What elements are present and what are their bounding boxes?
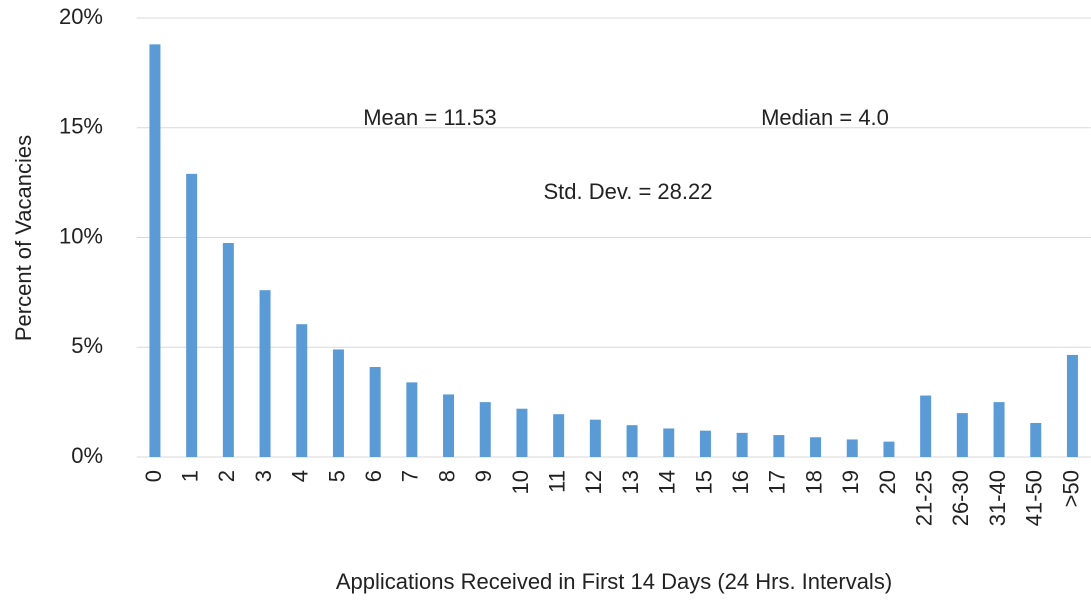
bar — [369, 367, 381, 457]
bar — [149, 44, 161, 458]
x-tick-label: 16 — [728, 470, 753, 494]
x-tick-label: 26-30 — [948, 470, 973, 526]
x-tick-label: 19 — [838, 470, 863, 494]
bar — [296, 324, 308, 457]
x-tick-label: 12 — [581, 470, 606, 494]
bar — [222, 242, 234, 457]
bar — [626, 425, 638, 457]
x-tick-label: 21-25 — [911, 470, 936, 526]
bar — [773, 435, 785, 457]
bar — [259, 290, 271, 457]
bar — [479, 402, 491, 457]
bar — [1030, 422, 1042, 457]
x-tick-label: 9 — [471, 470, 496, 482]
x-tick-label: 18 — [801, 470, 826, 494]
bar — [883, 441, 895, 457]
bar — [736, 432, 748, 457]
annotation: Std. Dev. = 28.22 — [544, 179, 713, 204]
bar — [406, 382, 418, 457]
x-tick-label: 11 — [544, 470, 569, 493]
bar — [810, 437, 822, 457]
y-tick-label: 5% — [71, 333, 103, 358]
bar — [1066, 354, 1078, 457]
x-axis-label: Applications Received in First 14 Days (… — [336, 569, 892, 594]
bar — [443, 394, 455, 457]
bar — [920, 395, 932, 457]
x-tick-label: 14 — [655, 470, 680, 494]
bar — [663, 428, 675, 457]
x-tick-label: 17 — [765, 470, 790, 494]
y-axis-label: Percent of Vacancies — [11, 135, 36, 341]
bar — [993, 402, 1005, 457]
x-tick-label: 1 — [177, 470, 202, 482]
bar — [516, 408, 528, 457]
y-tick-label: 0% — [71, 443, 103, 468]
x-tick-label: 8 — [434, 470, 459, 482]
x-tick-label: 0 — [141, 470, 166, 482]
x-tick-label: 6 — [361, 470, 386, 482]
bar — [332, 349, 344, 457]
x-tick-label: 15 — [691, 470, 716, 494]
annotation: Mean = 11.53 — [363, 105, 497, 130]
bar — [956, 413, 968, 457]
x-tick-label: 41-50 — [1022, 470, 1047, 526]
x-tick-label: 31-40 — [985, 470, 1010, 526]
y-tick-label: 15% — [59, 114, 103, 139]
bar — [186, 173, 198, 457]
x-tick-label: 7 — [398, 470, 423, 482]
x-tick-label: 2 — [214, 470, 239, 482]
bar — [846, 439, 858, 457]
x-tick-label: 4 — [288, 470, 313, 482]
bar — [553, 414, 565, 457]
y-tick-label: 20% — [59, 4, 103, 29]
x-tick-label: 20 — [875, 470, 900, 494]
x-tick-label: 3 — [251, 470, 276, 482]
x-tick-label: >50 — [1058, 470, 1083, 507]
bar — [589, 419, 601, 457]
x-tick-label: 10 — [508, 470, 533, 494]
y-tick-label: 10% — [59, 223, 103, 248]
x-tick-label: 5 — [324, 470, 349, 482]
annotation: Median = 4.0 — [761, 105, 889, 130]
bar — [699, 430, 711, 457]
x-tick-label: 13 — [618, 470, 643, 494]
